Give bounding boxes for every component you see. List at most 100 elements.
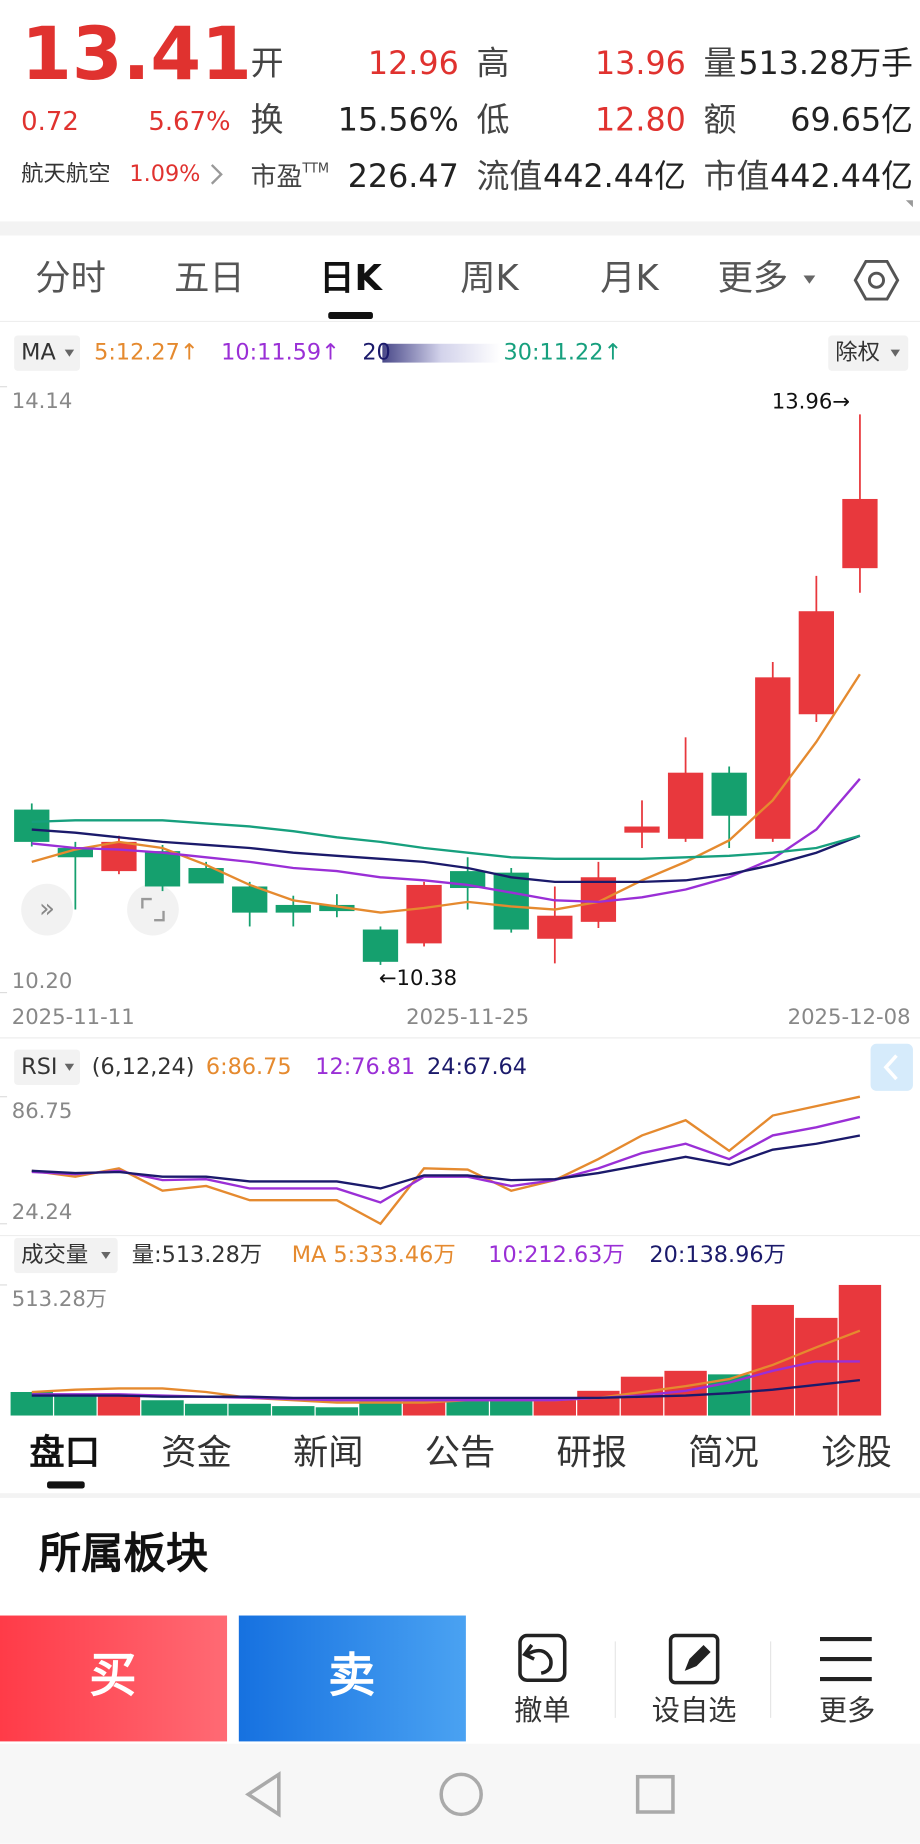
min-annotation: ←10.38	[379, 965, 457, 990]
volume-bar	[228, 1403, 271, 1416]
info-tab[interactable]: 资金	[161, 1432, 232, 1473]
watch-button[interactable]: 设自选	[652, 1633, 737, 1727]
stat-value: 442.44亿	[770, 159, 913, 195]
period-tab[interactable]: 分时	[35, 258, 106, 299]
dropdown-icon	[64, 1063, 75, 1071]
quote-header: 13.41 0.72 5.67% 航天航空 1.09% 开 12.96 高 13.96…	[21, 12, 913, 195]
collapse-button[interactable]	[870, 1043, 913, 1091]
stat-value: 12.96	[368, 46, 459, 82]
dropdown-icon	[803, 275, 816, 284]
candle-body	[798, 611, 834, 715]
period-tab[interactable]: 五日	[174, 258, 245, 299]
candle-body	[101, 841, 137, 872]
candle-body	[842, 498, 878, 569]
sector-pct: 1.09%	[129, 161, 200, 187]
fullscreen-button[interactable]	[127, 883, 179, 936]
stat-label-suffix: TTM	[301, 161, 329, 176]
blurred-text	[382, 343, 500, 363]
stat-label: 额	[704, 100, 737, 139]
y-tick-label: 14.14	[12, 388, 73, 413]
candle-body	[232, 886, 268, 913]
indicator-select[interactable]	[14, 1237, 118, 1274]
legend-entry: 20:138.96万	[649, 1242, 786, 1268]
period-tab[interactable]: 月K	[600, 258, 659, 299]
legend-entry: 10:11.59↑	[221, 340, 340, 366]
stat-value: 513.28万手	[738, 46, 913, 82]
y-tick-label: 86.75	[12, 1098, 73, 1123]
back-button[interactable]	[245, 1771, 281, 1818]
stat-label: 高	[476, 43, 509, 82]
stat-label: 低	[476, 100, 509, 139]
volume-bar	[272, 1406, 315, 1416]
info-tab[interactable]: 盘口	[29, 1432, 100, 1473]
info-tab[interactable]: 新闻	[293, 1432, 364, 1473]
sector[interactable]: 航天航空	[21, 161, 110, 187]
dropdown-icon	[101, 1252, 111, 1260]
y-tick-label: 513.28万	[12, 1286, 107, 1311]
indicator-select[interactable]	[14, 335, 81, 371]
info-tab[interactable]: 简况	[688, 1432, 759, 1473]
settings-icon[interactable]	[853, 259, 900, 301]
info-tab[interactable]: 研报	[556, 1432, 627, 1473]
indicator-select[interactable]	[14, 1049, 81, 1085]
x-tick-label: 2025-11-11	[12, 1004, 135, 1029]
volume-bar	[141, 1400, 184, 1416]
stat-label: 市值	[704, 156, 770, 195]
period-tab[interactable]: 周K	[460, 258, 519, 299]
adjust-label: 除权	[835, 340, 880, 366]
adjust-select[interactable]	[828, 335, 909, 371]
volume-bar	[795, 1317, 838, 1416]
stat-label: 换	[251, 100, 284, 139]
indicator-line	[31, 778, 861, 904]
candle-body	[711, 772, 747, 816]
volume-bar	[533, 1400, 576, 1416]
info-tab[interactable]: 公告	[425, 1432, 496, 1473]
corner-mark	[905, 200, 913, 208]
dropdown-icon	[64, 349, 75, 357]
fullscreen-icon	[141, 897, 152, 909]
volume-bar	[97, 1395, 141, 1416]
expand-button[interactable]	[21, 883, 73, 936]
candle-body	[406, 884, 442, 944]
period-tab[interactable]: 日K	[319, 258, 383, 299]
indicator-name: RSI	[21, 1054, 57, 1080]
volume-bar	[751, 1304, 794, 1416]
home-button[interactable]	[439, 1772, 483, 1817]
fullscreen-icon	[154, 910, 165, 922]
y-tick-label: 10.20	[12, 968, 73, 993]
stat-value: 12.80	[595, 102, 686, 138]
legend-entry: 24:67.64	[427, 1054, 527, 1080]
sell-button[interactable]	[238, 1615, 466, 1742]
legend-entry: MA 5:333.46万	[292, 1242, 456, 1268]
recents-button[interactable]	[635, 1774, 675, 1814]
volume-label: 量:513.28万	[132, 1242, 262, 1268]
watch-label: 设自选	[652, 1694, 737, 1727]
indicator-line	[31, 1378, 861, 1400]
sell-label: 卖	[328, 1649, 375, 1704]
more-button[interactable]: 更多	[819, 1637, 875, 1727]
period-tab[interactable]: 更多	[718, 258, 789, 299]
stat-label: 量	[704, 43, 737, 82]
info-tab[interactable]: 诊股	[821, 1432, 892, 1473]
candle-body	[14, 809, 50, 842]
change-pct: 5.67%	[148, 107, 230, 137]
stat-value: 442.44亿	[543, 159, 686, 195]
y-tick-label: 24.24	[12, 1199, 73, 1224]
x-tick-label: 2025-11-25	[406, 1004, 529, 1029]
cancel-button[interactable]: 撤单	[514, 1633, 571, 1727]
indicator-line	[31, 828, 861, 884]
buy-button[interactable]	[0, 1615, 228, 1742]
stat-value: 15.56%	[338, 102, 459, 138]
candle-body	[144, 851, 181, 887]
max-annotation: 13.96→	[772, 389, 850, 414]
stat-label: 流值	[476, 156, 542, 195]
volume-bar	[184, 1403, 228, 1416]
volume-bar	[490, 1397, 533, 1416]
indicator-line	[31, 1115, 861, 1204]
legend-entry: 5:12.27↑	[94, 340, 198, 366]
x-tick-label: 2025-12-08	[788, 1004, 911, 1029]
candle-body	[537, 915, 573, 939]
divider	[0, 1493, 920, 1498]
legend-entry: 20	[362, 340, 390, 366]
